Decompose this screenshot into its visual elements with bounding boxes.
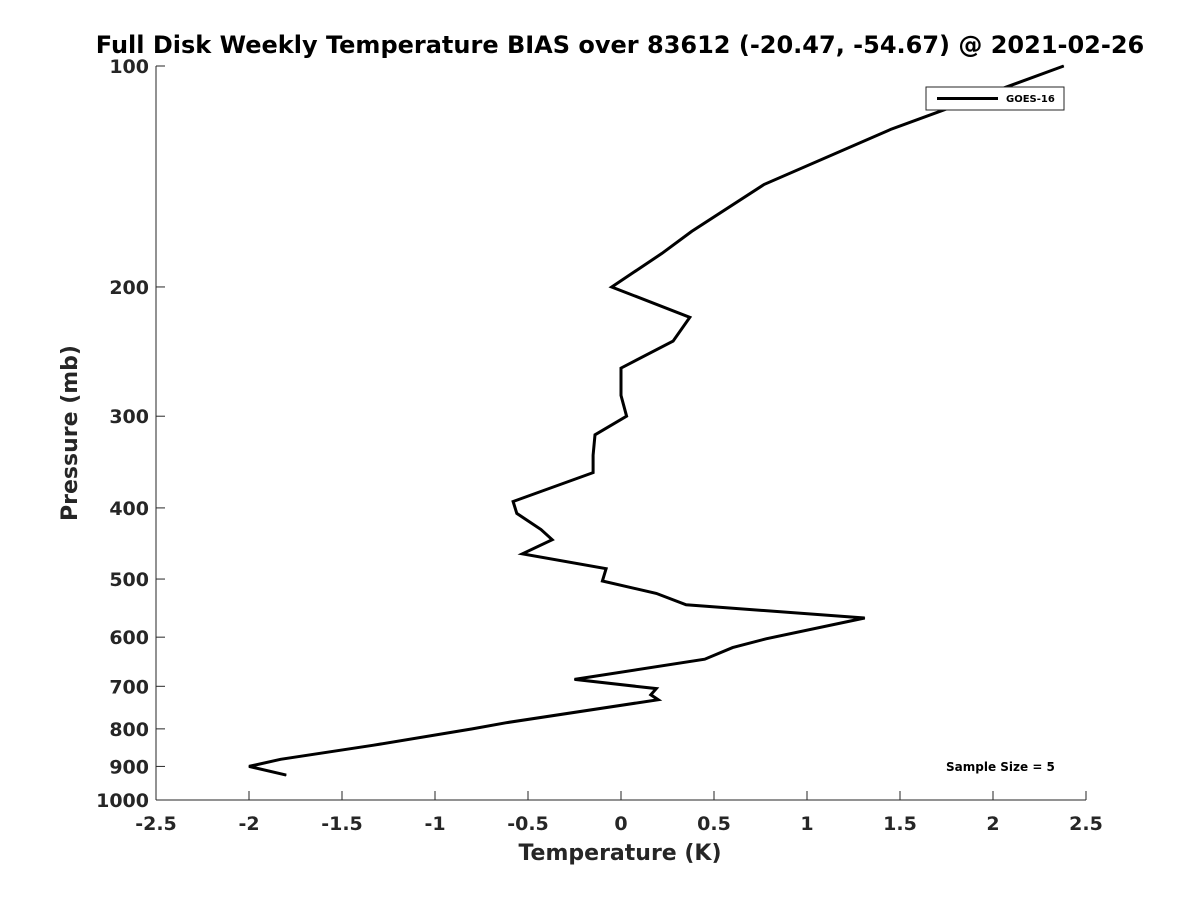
- y-tick-label: 600: [109, 627, 149, 649]
- data-point: [512, 501, 514, 502]
- x-tick-label: -2: [238, 813, 259, 835]
- data-point: [765, 638, 767, 640]
- data-point: [620, 367, 622, 369]
- x-axis-label: Temperature (K): [518, 841, 721, 866]
- y-tick-label: 400: [109, 498, 149, 520]
- data-point: [661, 252, 663, 254]
- data-point: [620, 394, 622, 396]
- data-point: [280, 758, 282, 760]
- data-point: [1063, 65, 1065, 67]
- data-point: [373, 744, 375, 746]
- data-point: [890, 128, 892, 130]
- data-point: [540, 529, 542, 530]
- data-point: [551, 539, 553, 541]
- y-ticks: 100 200 300 400 500 600 700 800 900 1000: [96, 56, 165, 812]
- data-point: [691, 230, 693, 232]
- y-tick-label: 100: [109, 56, 149, 78]
- data-point: [605, 568, 607, 570]
- x-tick-label: 0.5: [697, 813, 731, 835]
- x-tick-label: 0: [614, 813, 627, 835]
- data-point: [574, 678, 575, 680]
- data-point: [611, 286, 613, 288]
- x-tick-label: 1: [800, 813, 813, 835]
- data-point: [732, 647, 734, 649]
- y-tick-label: 900: [109, 756, 149, 778]
- data-point: [763, 183, 765, 185]
- x-tick-label: -1: [424, 813, 445, 835]
- x-tick-label: 1.5: [883, 813, 917, 835]
- y-tick-label: 300: [109, 406, 149, 428]
- y-axis-label: Pressure (mb): [58, 345, 83, 521]
- data-point: [655, 592, 657, 594]
- plot-area: -2.5 -2 -1.5 -1 -0.5 0 0.5 1 1.5 2 2.5 100 200 300 40…: [96, 56, 1103, 835]
- data-point: [285, 774, 287, 776]
- legend: GOES-16: [925, 86, 1065, 111]
- data-point: [685, 604, 687, 606]
- data-point: [592, 454, 594, 456]
- data-point: [864, 617, 866, 619]
- series-layer: [248, 64, 1065, 777]
- data-point: [626, 415, 628, 417]
- x-tick-label: -0.5: [507, 813, 549, 835]
- data-point: [657, 699, 659, 701]
- data-point: [704, 658, 706, 660]
- data-point: [655, 688, 657, 690]
- legend-entry-label: GOES-16: [1006, 94, 1055, 105]
- data-point: [505, 722, 507, 724]
- y-tick-label: 1000: [96, 790, 149, 812]
- data-point: [516, 512, 518, 514]
- data-point: [689, 316, 691, 318]
- data-point: [650, 694, 652, 696]
- chart-title: Full Disk Weekly Temperature BIAS over 8…: [96, 31, 1144, 59]
- y-tick-label: 200: [109, 277, 149, 299]
- data-point: [601, 580, 603, 582]
- data-point: [594, 434, 596, 436]
- y-tick-label: 800: [109, 719, 149, 741]
- y-tick-label: 500: [109, 569, 149, 591]
- data-point: [471, 728, 473, 730]
- data-point: [672, 340, 674, 342]
- x-tick-label: -1.5: [321, 813, 363, 835]
- data-point: [521, 553, 523, 555]
- sample-size-annotation: Sample Size = 5: [946, 760, 1055, 774]
- y-tick-label: 700: [109, 676, 149, 698]
- x-tick-label: 2.5: [1069, 813, 1103, 835]
- data-point: [592, 472, 594, 474]
- x-tick-label: 2: [986, 813, 999, 835]
- data-point: [248, 765, 250, 767]
- x-tick-label: -2.5: [135, 813, 177, 835]
- x-ticks: -2.5 -2 -1.5 -1 -0.5 0 0.5 1 1.5 2 2.5: [135, 791, 1103, 835]
